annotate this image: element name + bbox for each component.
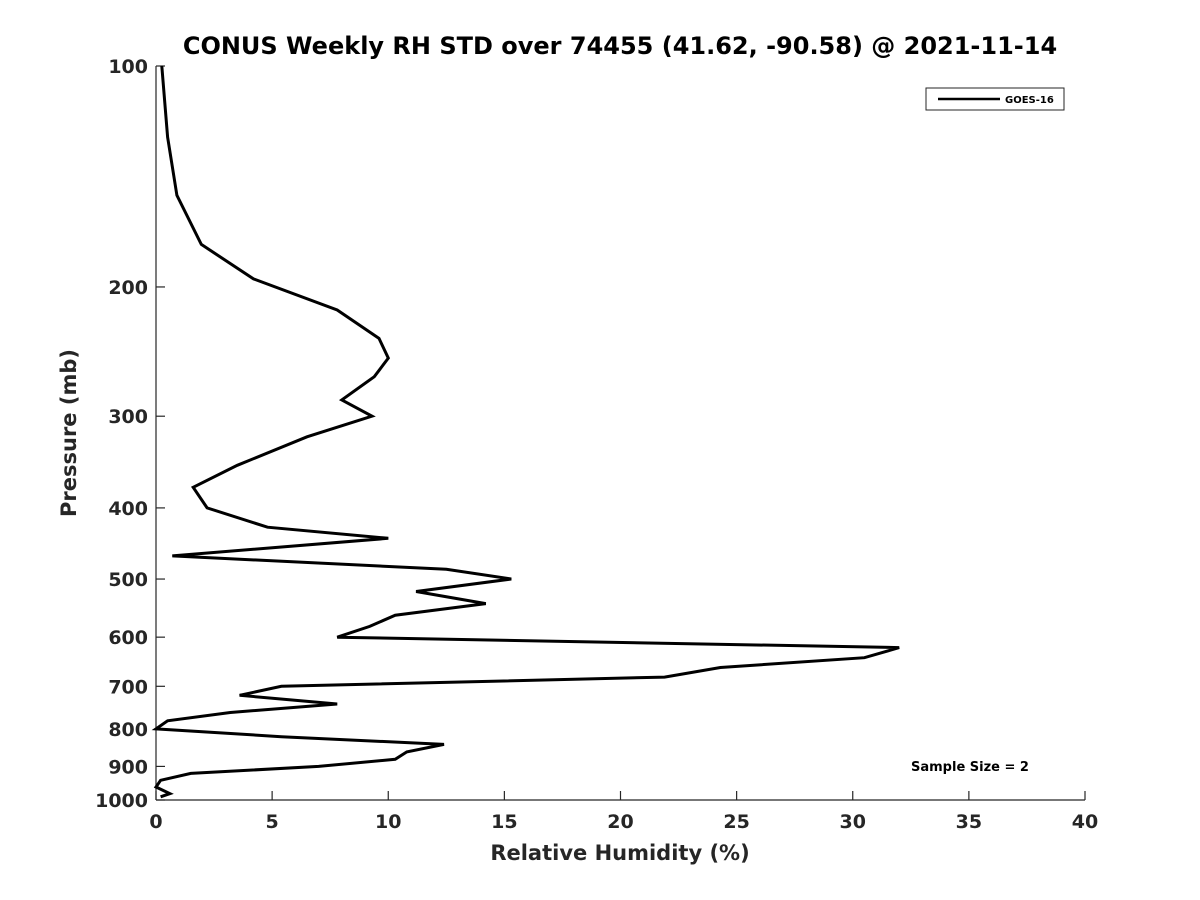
y-tick-label-300: 300	[108, 406, 148, 428]
y-tick-label-200: 200	[108, 277, 148, 299]
y-axis-label: Pressure (mb)	[57, 349, 81, 517]
x-tick-label-0: 0	[149, 811, 162, 833]
y-tick-label-400: 400	[108, 498, 148, 520]
series-line-goes-16	[151, 65, 900, 799]
y-tick-label-700: 700	[108, 676, 148, 698]
legend: GOES-16	[925, 87, 1065, 111]
y-tick-label-600: 600	[108, 627, 148, 649]
legend-entry-goes-16: GOES-16	[1005, 95, 1054, 106]
y-ticks: 100 200 300 400 500 600 700 800 900 1000	[95, 56, 165, 812]
x-axis-label: Relative Humidity (%)	[490, 841, 749, 865]
x-tick-label-40: 40	[1072, 811, 1098, 833]
x-tick-label-35: 35	[956, 811, 982, 833]
series-layer	[151, 65, 900, 799]
x-ticks: 0 5 10 15 20 25 30 35 40	[149, 791, 1098, 833]
x-tick-label-5: 5	[266, 811, 279, 833]
y-tick-label-500: 500	[108, 569, 148, 591]
chart-title: CONUS Weekly RH STD over 74455 (41.62, -…	[183, 32, 1057, 60]
sample-size-annotation: Sample Size = 2	[911, 760, 1029, 775]
x-tick-label-20: 20	[607, 811, 633, 833]
x-tick-label-15: 15	[491, 811, 517, 833]
y-tick-label-800: 800	[108, 719, 148, 741]
y-tick-label-100: 100	[108, 56, 148, 78]
x-tick-label-25: 25	[723, 811, 749, 833]
x-tick-label-30: 30	[840, 811, 866, 833]
y-tick-label-900: 900	[108, 756, 148, 778]
y-tick-label-1000: 1000	[95, 790, 148, 812]
x-tick-label-10: 10	[375, 811, 401, 833]
